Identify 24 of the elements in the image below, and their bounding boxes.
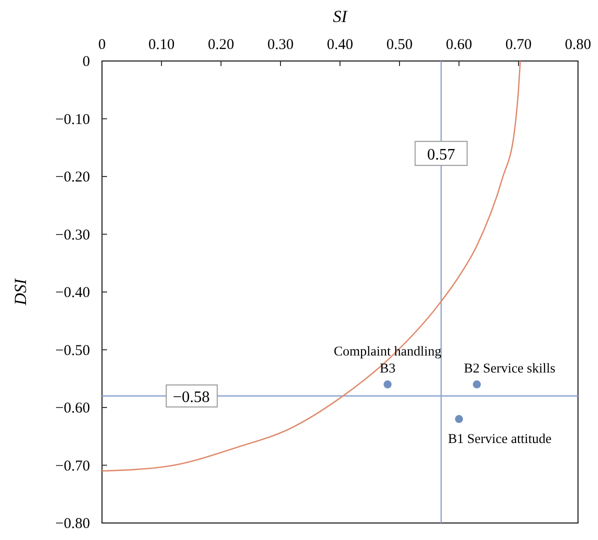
y-tick-label: −0.30 [55, 227, 90, 244]
annotation: B2 Service skills [464, 360, 556, 376]
y-tick-label: −0.10 [55, 112, 90, 128]
y-tick-label: −0.50 [55, 342, 90, 359]
ref-line-label: 0.57 [427, 146, 456, 164]
x-tick-label: 0.20 [208, 37, 234, 53]
y-tick-label: −0.60 [55, 400, 90, 416]
x-tick-label: 0.80 [564, 37, 592, 53]
x-tick-label: 0.50 [386, 37, 413, 53]
y-tick-label: −0.80 [55, 516, 90, 532]
x-tick-label: 0 [98, 37, 106, 53]
y-tick-label: −0.70 [55, 458, 90, 474]
x-tick-label: 0.60 [446, 37, 472, 53]
x-tick-label: 0.40 [326, 37, 354, 53]
x-axis-title: SI [332, 7, 348, 26]
x-tick-label: 0.70 [505, 37, 532, 53]
x-tick-label: 0.30 [267, 37, 294, 53]
y-tick-label: −0.20 [55, 170, 90, 186]
annotation: B1 Service attitude [448, 431, 552, 446]
ref-line-label: −0.58 [172, 388, 210, 406]
y-axis-title: DSI [11, 277, 30, 306]
x-tick-label: 0.10 [148, 37, 175, 53]
y-tick-label: −0.40 [55, 285, 90, 301]
y-tick-label: 0 [82, 54, 90, 70]
